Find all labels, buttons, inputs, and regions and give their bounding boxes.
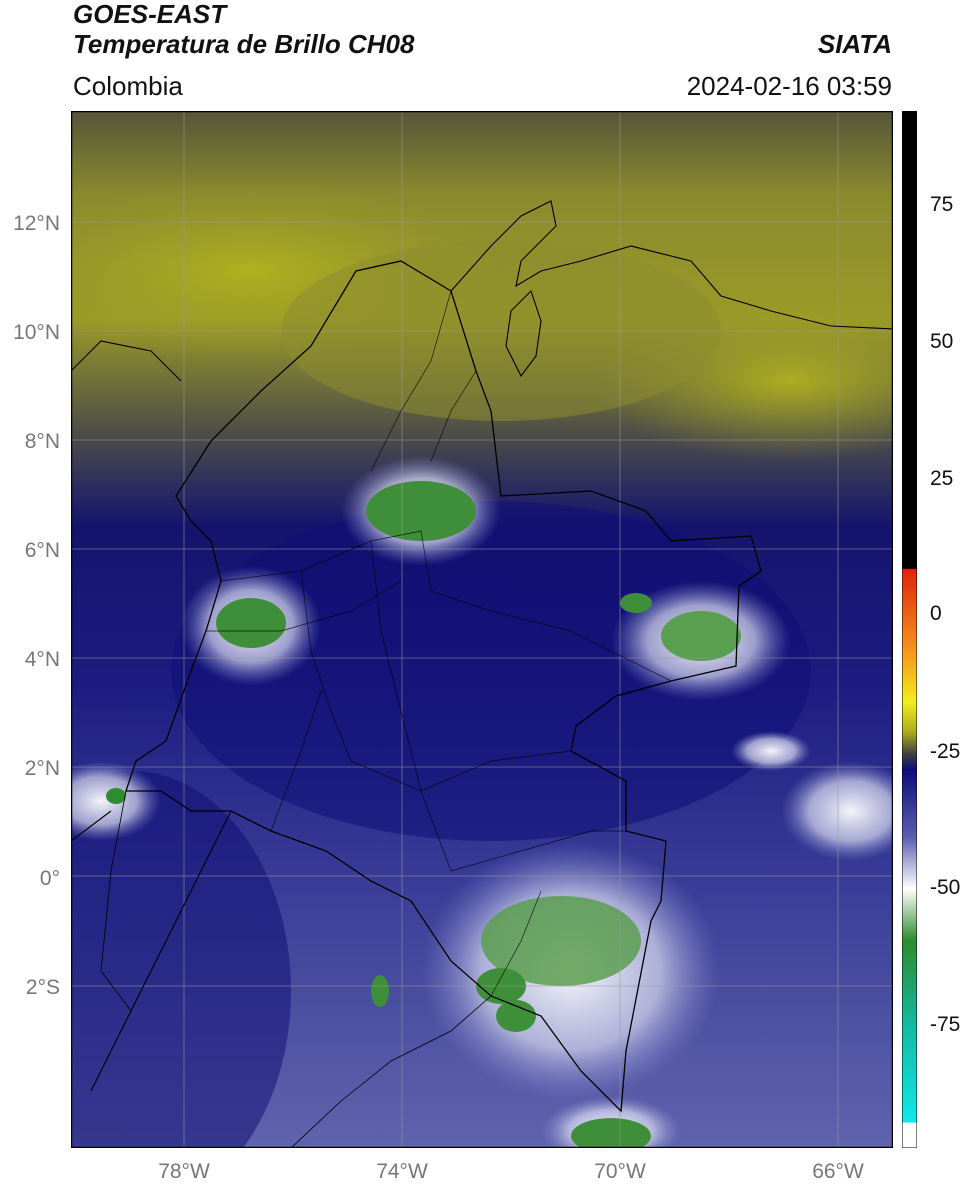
- cloud-core: [366, 481, 476, 541]
- title-satellite: GOES-EAST: [73, 0, 227, 29]
- colombia-border: [125, 260, 762, 1113]
- cloud-halo: [731, 731, 811, 771]
- cbar-tick-0: 0: [930, 602, 942, 625]
- colorbar: [902, 111, 917, 1148]
- cloud-halo: [781, 761, 893, 861]
- cbar-tick-minus50: -50: [930, 876, 961, 899]
- lat-tick-10n: 10°N: [13, 321, 60, 344]
- lon-tick-70w: 70°W: [594, 1160, 646, 1183]
- cbar-tick-50: 50: [930, 330, 954, 353]
- cbar-tick-minus25: -25: [930, 740, 961, 763]
- ecuador-peru-border: [100, 790, 492, 1148]
- organization-label: SIATA: [817, 29, 892, 59]
- colorbar-fill: [902, 111, 917, 1148]
- lat-tick-6n: 6°N: [24, 539, 60, 562]
- lat-tick-12n: 12°N: [13, 212, 60, 235]
- lat-tick-2n: 2°N: [24, 757, 60, 780]
- cloud-core: [481, 896, 641, 986]
- lat-tick-4n: 4°N: [24, 648, 60, 671]
- cloud-core: [106, 788, 126, 804]
- coastlines: [71, 200, 893, 1092]
- cloud-core: [620, 593, 652, 613]
- cloud-core: [661, 611, 741, 661]
- department-borders: [206, 290, 672, 997]
- lat-tick-0: 0°: [39, 867, 60, 890]
- lat-tick-2s: 2°S: [25, 976, 60, 999]
- region-label: Colombia: [73, 71, 183, 101]
- lon-tick-74w: 74°W: [376, 1160, 428, 1183]
- title-product: Temperatura de Brillo CH08: [73, 29, 415, 59]
- lon-tick-66w: 66°W: [812, 1160, 864, 1183]
- map-frame: [71, 111, 893, 1148]
- cloud-core: [216, 598, 286, 648]
- cold-navy-west: [71, 771, 291, 1148]
- cloud-core: [496, 1000, 536, 1032]
- graticule: [71, 111, 893, 1148]
- cbar-tick-75: 75: [930, 193, 954, 216]
- cbar-tick-25: 25: [930, 467, 954, 490]
- cold-navy-zone: [171, 501, 811, 841]
- lon-tick-78w: 78°W: [158, 1160, 210, 1183]
- cloud-core: [371, 975, 389, 1007]
- cloud-core: [571, 1118, 651, 1148]
- lat-tick-8n: 8°N: [24, 430, 60, 453]
- cbar-tick-minus75: -75: [930, 1013, 961, 1036]
- datetime-label: 2024-02-16 03:59: [686, 71, 892, 101]
- satellite-map[interactable]: [71, 111, 893, 1148]
